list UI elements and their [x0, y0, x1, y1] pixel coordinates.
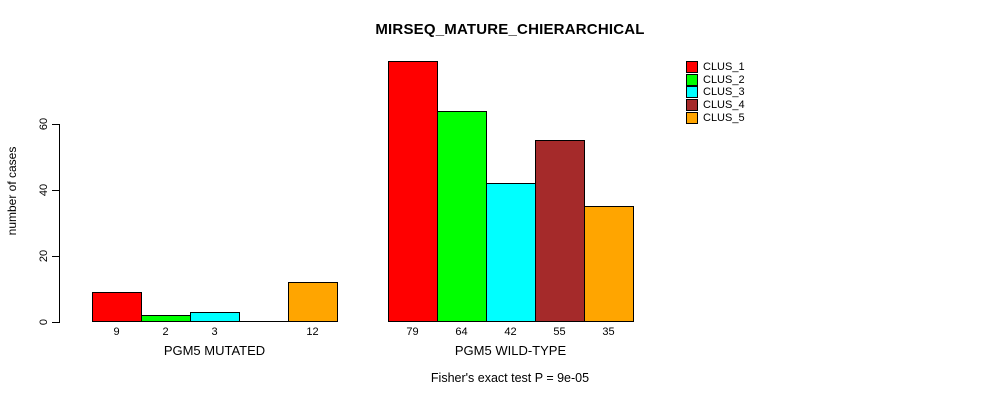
legend-swatch-icon [686, 112, 698, 124]
bar-clus_3 [190, 312, 240, 322]
y-tick-label: 60 [38, 117, 50, 131]
bar-clus_1 [92, 292, 142, 322]
bar-value-label: 3 [211, 326, 218, 338]
bar-clus_4 [535, 140, 585, 322]
legend-swatch-icon [686, 99, 698, 111]
bar-value-label: 64 [455, 326, 468, 338]
bar-clus_2 [141, 315, 191, 322]
bar-value-label: 12 [306, 326, 319, 338]
legend-label: CLUS_1 [703, 61, 745, 73]
legend-swatch-icon [686, 61, 698, 73]
legend-label: CLUS_5 [703, 112, 745, 124]
legend-label: CLUS_2 [703, 74, 745, 86]
bar-clus_5 [288, 282, 338, 322]
bar-value-label: 2 [162, 326, 169, 338]
bar-clus_4 [239, 321, 289, 322]
bar-clus_1 [388, 61, 438, 322]
legend-label: CLUS_4 [703, 99, 745, 111]
chart-title: MIRSEQ_MATURE_CHIERARCHICAL [375, 21, 645, 38]
y-axis [59, 124, 60, 323]
group-label: PGM5 MUTATED [163, 343, 266, 358]
legend-swatch-icon [686, 74, 698, 86]
y-tick-label: 0 [38, 318, 50, 326]
group-label: PGM5 WILD-TYPE [454, 343, 567, 358]
bar-clus_2 [437, 111, 487, 322]
y-tick [52, 322, 59, 323]
y-tick [52, 256, 59, 257]
legend: CLUS_1 CLUS_2 CLUS_3 CLUS_4 CLUS_5 [686, 61, 806, 131]
footnote: Fisher's exact test P = 9e-05 [430, 371, 590, 385]
legend-label: CLUS_3 [703, 86, 745, 98]
bar-value-label: 9 [113, 326, 120, 338]
y-tick [52, 190, 59, 191]
y-tick-label: 20 [38, 249, 50, 263]
bar-value-label: 42 [504, 326, 517, 338]
y-axis-label: number of cases [5, 146, 19, 236]
y-tick-label: 40 [38, 183, 50, 197]
bar-value-label: 55 [553, 326, 566, 338]
bar-clus_3 [486, 183, 536, 322]
bar-value-label: 79 [406, 326, 419, 338]
y-tick [52, 124, 59, 125]
bar-value-label: 35 [602, 326, 615, 338]
legend-swatch-icon [686, 86, 698, 98]
bar-clus_5 [584, 206, 634, 322]
